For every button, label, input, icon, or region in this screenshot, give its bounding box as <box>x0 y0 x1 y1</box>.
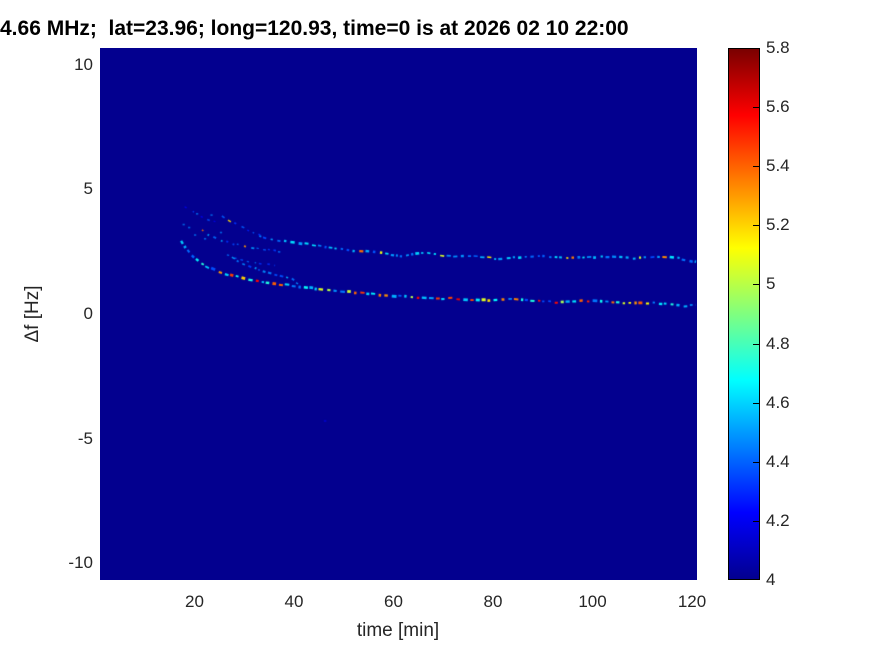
colorbar-tick-label: 4.4 <box>766 451 790 471</box>
x-axis-label: time [min] <box>356 620 440 641</box>
colorbar-tickmark <box>753 402 759 404</box>
chart-title: 4.66 MHz; lat=23.96; long=120.93, time=0… <box>0 17 629 40</box>
colorbar-tickmark <box>753 461 759 463</box>
colorbar-tick-label: 4.2 <box>766 510 790 530</box>
colorbar-tick-label: 4.6 <box>766 392 790 412</box>
colorbar-tick-label: 5.6 <box>766 97 790 117</box>
colorbar-tickmark <box>753 107 759 109</box>
colorbar-tickmark <box>753 225 759 227</box>
colorbar-tickmark <box>753 520 759 522</box>
colorbar-gradient <box>729 49 759 579</box>
colorbar-tick-label: 5.4 <box>766 156 790 176</box>
colorbar-tickmark <box>753 166 759 168</box>
y-tick-label: -10 <box>68 553 93 573</box>
colorbar-tick-label: 5.8 <box>766 38 790 57</box>
x-tick-label: 40 <box>284 592 304 611</box>
colorbar-tick-label: 4.8 <box>766 333 790 353</box>
colorbar-tick-label: 5.2 <box>766 215 790 235</box>
heatmap-plot-area <box>100 48 697 580</box>
y-tick-label: 10 <box>74 54 93 74</box>
colorbar-tickmark <box>753 284 759 286</box>
x-tick-label: 120 <box>677 592 707 611</box>
y-tick-label: -5 <box>77 428 93 448</box>
x-tick-label: 20 <box>185 592 204 611</box>
x-tick-label: 60 <box>384 592 403 611</box>
colorbar-tick-label: 4 <box>766 570 776 589</box>
colorbar-tickmark <box>753 343 759 345</box>
y-tick-label: 5 <box>83 179 93 199</box>
y-axis-label: Δf [Hz] <box>22 285 43 343</box>
colorbar <box>728 48 760 580</box>
x-tick-label: 80 <box>483 592 503 611</box>
colorbar-tick-label: 5 <box>766 274 776 294</box>
y-tick-label: 0 <box>83 304 93 323</box>
x-tick-label: 100 <box>578 592 607 611</box>
